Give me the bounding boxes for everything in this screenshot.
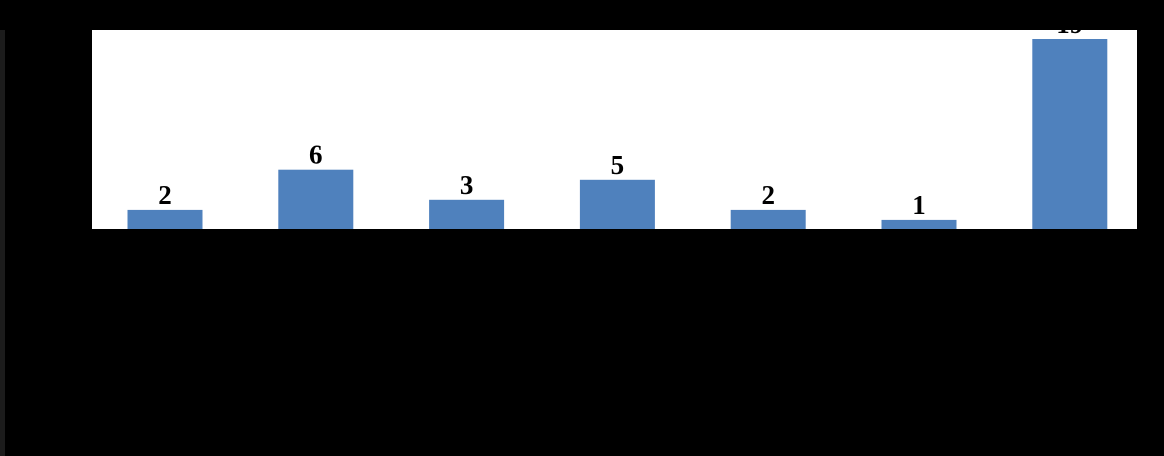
bar-3 bbox=[429, 199, 505, 230]
data-label-5: 2 bbox=[761, 180, 775, 210]
data-label-6: 1 bbox=[912, 190, 926, 220]
bar-2 bbox=[278, 169, 354, 230]
bar-5 bbox=[730, 209, 806, 230]
bars-group bbox=[127, 39, 1108, 231]
bar-1 bbox=[127, 209, 203, 230]
data-label-1: 2 bbox=[158, 180, 172, 210]
data-label-4: 5 bbox=[611, 150, 625, 180]
data-label-2: 6 bbox=[309, 140, 323, 170]
bar-6 bbox=[881, 219, 957, 230]
top-black-band bbox=[0, 0, 1164, 30]
bar-7 bbox=[1032, 39, 1108, 230]
data-label-3: 3 bbox=[460, 170, 474, 200]
left-edge-strip bbox=[0, 0, 5, 456]
bar-4 bbox=[579, 179, 655, 231]
